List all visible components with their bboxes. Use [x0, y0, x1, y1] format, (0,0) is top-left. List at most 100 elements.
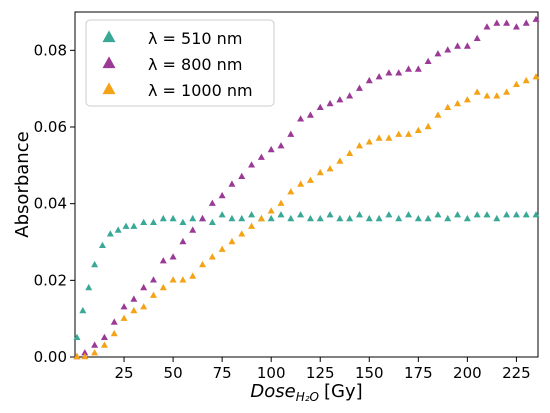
data-point	[218, 211, 226, 218]
data-point	[365, 138, 373, 145]
data-point	[257, 214, 265, 222]
data-point	[424, 214, 432, 222]
data-point	[100, 333, 108, 341]
data-point	[375, 214, 383, 222]
data-point	[277, 199, 285, 206]
data-point	[473, 211, 481, 218]
y-tick-label: 0.06	[34, 118, 67, 136]
data-point	[248, 211, 256, 218]
data-point	[257, 153, 265, 160]
data-point	[444, 46, 452, 53]
data-point	[414, 214, 422, 222]
data-point	[149, 218, 157, 226]
data-point	[463, 214, 471, 222]
data-point	[208, 253, 216, 260]
data-point	[424, 57, 432, 65]
data-point	[208, 199, 216, 206]
data-point	[365, 214, 373, 222]
data-point	[375, 134, 383, 141]
data-point	[277, 142, 285, 149]
legend-box	[85, 19, 275, 107]
x-tick-label: 75	[213, 364, 232, 382]
data-point	[405, 65, 413, 72]
data-point	[434, 211, 442, 218]
x-tick-label: 225	[502, 364, 531, 382]
legend-marker	[102, 82, 116, 95]
data-point	[267, 145, 275, 153]
data-point	[248, 222, 256, 229]
x-tick-label: 100	[257, 364, 286, 382]
data-point	[512, 23, 520, 30]
data-point	[189, 226, 197, 233]
data-point	[199, 214, 207, 222]
data-point	[512, 211, 520, 218]
data-point	[267, 207, 275, 214]
data-point	[79, 306, 87, 314]
data-point	[326, 211, 334, 218]
data-point	[522, 76, 530, 84]
data-point	[228, 214, 236, 222]
data-point	[169, 253, 177, 260]
data-point	[454, 211, 462, 218]
data-point	[503, 88, 511, 95]
data-point	[130, 295, 138, 302]
data-point	[287, 188, 295, 195]
data-point	[140, 283, 148, 291]
data-point	[306, 176, 314, 183]
data-point	[473, 34, 481, 42]
data-point	[238, 172, 246, 180]
data-point	[199, 260, 207, 268]
data-point	[414, 65, 422, 72]
data-point	[346, 214, 354, 222]
series-0-points	[73, 211, 540, 341]
data-point	[355, 84, 363, 91]
data-point	[85, 283, 93, 291]
data-point	[483, 92, 491, 99]
data-point	[405, 211, 413, 218]
plot-frame	[74, 11, 539, 358]
data-point	[140, 303, 148, 310]
data-point	[532, 73, 540, 80]
data-point	[316, 214, 324, 222]
x-axis-label: DoseH₂O [Gy]	[250, 381, 362, 404]
data-point	[287, 214, 295, 222]
data-point	[424, 122, 432, 130]
data-point	[91, 260, 99, 268]
data-point	[522, 211, 530, 218]
data-point	[375, 73, 383, 80]
data-point	[189, 214, 197, 222]
data-point	[395, 214, 403, 222]
data-point	[159, 283, 167, 291]
data-point	[73, 333, 81, 341]
data-point	[434, 50, 442, 57]
data-point	[130, 306, 138, 314]
data-point	[306, 111, 314, 118]
data-point	[346, 149, 354, 157]
data-point	[238, 214, 246, 222]
data-point	[73, 352, 81, 360]
data-point	[444, 214, 452, 222]
data-point	[395, 130, 403, 137]
y-tick-label: 0.02	[34, 271, 67, 289]
data-point	[346, 92, 354, 99]
data-point	[483, 23, 491, 30]
data-point	[277, 211, 285, 218]
data-point	[122, 222, 130, 229]
data-point	[248, 161, 256, 168]
x-tick-label: 125	[306, 364, 335, 382]
data-point	[169, 214, 177, 222]
data-point	[110, 318, 118, 325]
data-point	[218, 191, 226, 199]
data-point	[228, 180, 236, 187]
x-tick-label: 25	[114, 364, 133, 382]
x-tick-label: 200	[453, 364, 482, 382]
data-point	[365, 76, 373, 84]
data-point	[493, 92, 501, 99]
data-point	[179, 237, 187, 245]
data-point	[532, 211, 540, 218]
data-point	[493, 214, 501, 222]
series-2-points	[73, 73, 540, 360]
data-point	[355, 211, 363, 218]
data-point	[91, 341, 99, 348]
